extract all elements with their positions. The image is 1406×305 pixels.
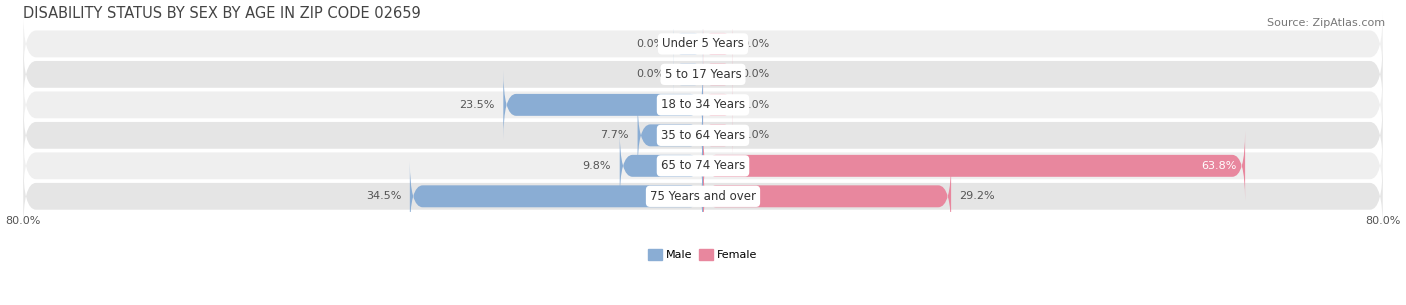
Text: 0.0%: 0.0% — [741, 100, 769, 110]
FancyBboxPatch shape — [24, 12, 1382, 76]
FancyBboxPatch shape — [703, 131, 1246, 201]
Legend: Male, Female: Male, Female — [644, 244, 762, 264]
FancyBboxPatch shape — [24, 42, 1382, 107]
FancyBboxPatch shape — [703, 85, 733, 124]
FancyBboxPatch shape — [703, 162, 950, 231]
Text: Source: ZipAtlas.com: Source: ZipAtlas.com — [1267, 18, 1385, 28]
Text: 23.5%: 23.5% — [460, 100, 495, 110]
FancyBboxPatch shape — [673, 24, 703, 63]
FancyBboxPatch shape — [703, 24, 733, 63]
Text: 9.8%: 9.8% — [582, 161, 612, 171]
Text: 35 to 64 Years: 35 to 64 Years — [661, 129, 745, 142]
FancyBboxPatch shape — [673, 55, 703, 94]
Text: 0.0%: 0.0% — [637, 69, 665, 79]
FancyBboxPatch shape — [24, 103, 1382, 168]
FancyBboxPatch shape — [620, 131, 703, 201]
Text: 0.0%: 0.0% — [741, 69, 769, 79]
Text: 0.0%: 0.0% — [741, 130, 769, 140]
Text: Under 5 Years: Under 5 Years — [662, 38, 744, 50]
Text: 5 to 17 Years: 5 to 17 Years — [665, 68, 741, 81]
FancyBboxPatch shape — [503, 70, 703, 140]
FancyBboxPatch shape — [411, 162, 703, 231]
Text: DISABILITY STATUS BY SEX BY AGE IN ZIP CODE 02659: DISABILITY STATUS BY SEX BY AGE IN ZIP C… — [24, 5, 420, 20]
FancyBboxPatch shape — [703, 55, 733, 94]
Text: 63.8%: 63.8% — [1201, 161, 1237, 171]
Text: 18 to 34 Years: 18 to 34 Years — [661, 99, 745, 111]
FancyBboxPatch shape — [637, 101, 703, 170]
Text: 7.7%: 7.7% — [600, 130, 628, 140]
FancyBboxPatch shape — [24, 164, 1382, 229]
Text: 0.0%: 0.0% — [741, 39, 769, 49]
Text: 65 to 74 Years: 65 to 74 Years — [661, 159, 745, 172]
FancyBboxPatch shape — [703, 116, 733, 155]
Text: 34.5%: 34.5% — [366, 191, 401, 201]
Text: 75 Years and over: 75 Years and over — [650, 190, 756, 203]
Text: 29.2%: 29.2% — [960, 191, 995, 201]
FancyBboxPatch shape — [24, 134, 1382, 198]
Text: 0.0%: 0.0% — [637, 39, 665, 49]
FancyBboxPatch shape — [24, 73, 1382, 137]
